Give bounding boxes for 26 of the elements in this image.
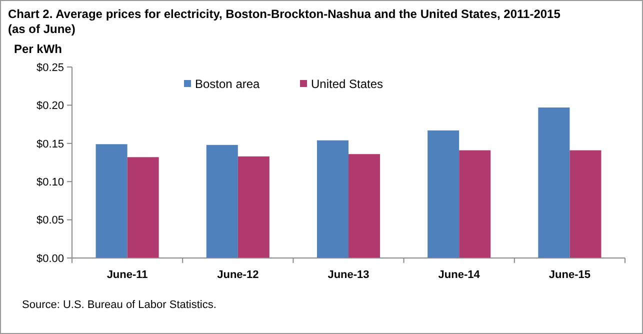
y-tick-label: $0.05 (36, 214, 64, 227)
y-tick-label: $0.10 (36, 176, 64, 188)
y-tick-label: $0.15 (36, 138, 64, 150)
bar (459, 150, 491, 258)
bar (206, 144, 238, 258)
y-tick-label: $0.25 (36, 62, 64, 74)
y-tick-label: $0.00 (36, 252, 64, 265)
x-tick-label: June-14 (438, 269, 481, 281)
legend-label: Boston area (195, 77, 260, 91)
bar (316, 140, 348, 258)
y-axis-title: Per kWh (14, 42, 62, 56)
bar (96, 144, 128, 258)
bar (538, 107, 570, 258)
x-tick-label: June-12 (217, 269, 259, 281)
chart-title: Chart 2. Average prices for electricity, Boston-Brockton-Nashua and the United States, 2011-2015 (as of June) (8, 7, 561, 36)
bar (570, 150, 602, 258)
bar (428, 130, 460, 258)
bar (348, 154, 380, 258)
bar (127, 157, 159, 258)
legend-label: United States (311, 77, 384, 91)
x-tick-label: June-13 (328, 269, 370, 281)
x-tick-label: June-15 (548, 269, 590, 281)
x-tick-label: June-11 (106, 269, 148, 281)
y-tick-label: $0.20 (36, 100, 64, 112)
source-note: Source: U.S. Bureau of Labor Statistics. (22, 299, 216, 311)
bar (238, 156, 270, 258)
